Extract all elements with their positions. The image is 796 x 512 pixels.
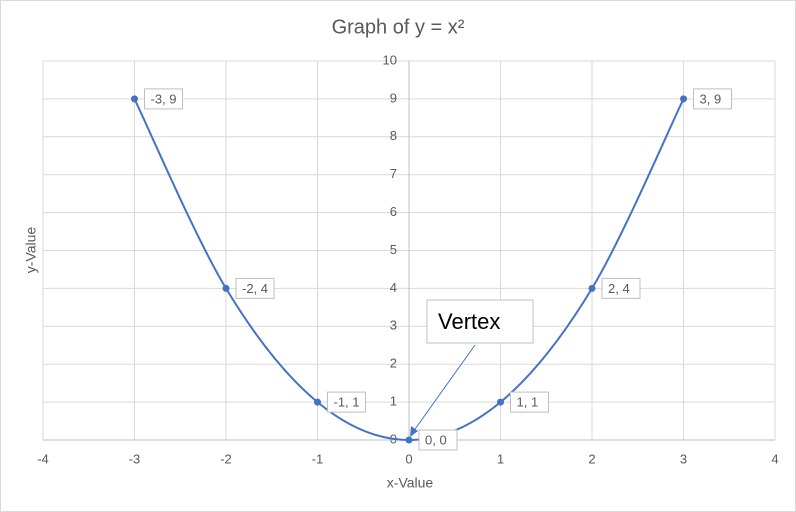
data-label-box bbox=[601, 277, 641, 299]
x-tick-label: 4 bbox=[771, 451, 778, 466]
y-tick-label: 9 bbox=[390, 90, 397, 105]
data-point bbox=[222, 284, 230, 292]
y-tick-label: 10 bbox=[383, 52, 397, 67]
y-tick-label: 6 bbox=[390, 204, 397, 219]
y-tick-label: 3 bbox=[390, 318, 397, 333]
chart-title: Graph of y = x² bbox=[332, 16, 465, 38]
data-point bbox=[680, 95, 687, 103]
x-axis-title: x-Value bbox=[387, 475, 434, 491]
data-label: -3, 9 bbox=[151, 91, 177, 106]
data-point bbox=[405, 436, 413, 444]
y-tick-label: 2 bbox=[390, 356, 397, 371]
data-label: 0, 0 bbox=[425, 432, 447, 447]
y-tick-label: 8 bbox=[390, 128, 397, 143]
y-axis-title: y-Value bbox=[23, 227, 39, 274]
data-point bbox=[497, 398, 504, 406]
x-tick-label: 0 bbox=[405, 451, 412, 466]
data-point bbox=[588, 284, 596, 292]
x-tick-label: 3 bbox=[680, 451, 687, 466]
data-point bbox=[314, 398, 321, 406]
x-tick-label: 2 bbox=[588, 451, 595, 466]
data-label: -2, 4 bbox=[242, 281, 268, 296]
x-tick-label: -1 bbox=[312, 451, 324, 466]
data-label-box bbox=[144, 88, 183, 110]
data-label-box bbox=[327, 391, 366, 413]
y-tick-label: 4 bbox=[390, 280, 397, 295]
data-label-box bbox=[510, 391, 549, 413]
data-label: -1, 1 bbox=[334, 395, 360, 410]
data-label: 1, 1 bbox=[517, 395, 539, 410]
data-label: 3, 9 bbox=[700, 91, 722, 106]
annotation-arrow bbox=[412, 344, 476, 433]
x-tick-label: -4 bbox=[37, 451, 49, 466]
data-label-box bbox=[693, 88, 732, 110]
data-point bbox=[131, 95, 138, 103]
y-tick-label: 5 bbox=[390, 242, 397, 257]
y-tick-label: 1 bbox=[390, 394, 397, 409]
annotation-arrowhead bbox=[410, 426, 418, 437]
annotation: Vertex bbox=[438, 309, 500, 334]
x-tick-label: -3 bbox=[129, 451, 141, 466]
data-label-box bbox=[418, 429, 458, 451]
x-tick-label: 1 bbox=[497, 451, 504, 466]
y-tick-label: 7 bbox=[390, 166, 397, 181]
annotation-box bbox=[426, 299, 534, 344]
data-label-box bbox=[235, 277, 275, 299]
x-tick-label: -2 bbox=[220, 451, 232, 466]
data-label: 2, 4 bbox=[608, 281, 630, 296]
